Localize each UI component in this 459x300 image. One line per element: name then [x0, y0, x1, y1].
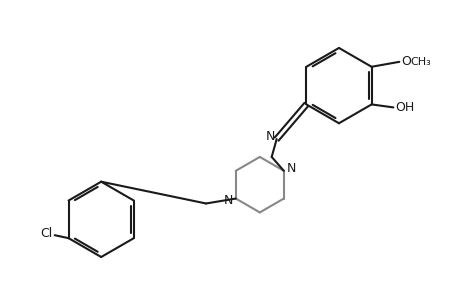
Text: Cl: Cl	[40, 227, 53, 240]
Text: O: O	[400, 55, 410, 68]
Text: N: N	[265, 130, 275, 142]
Text: OH: OH	[394, 101, 414, 114]
Text: CH₃: CH₃	[409, 57, 430, 67]
Text: N: N	[223, 194, 232, 207]
Text: N: N	[286, 162, 296, 175]
